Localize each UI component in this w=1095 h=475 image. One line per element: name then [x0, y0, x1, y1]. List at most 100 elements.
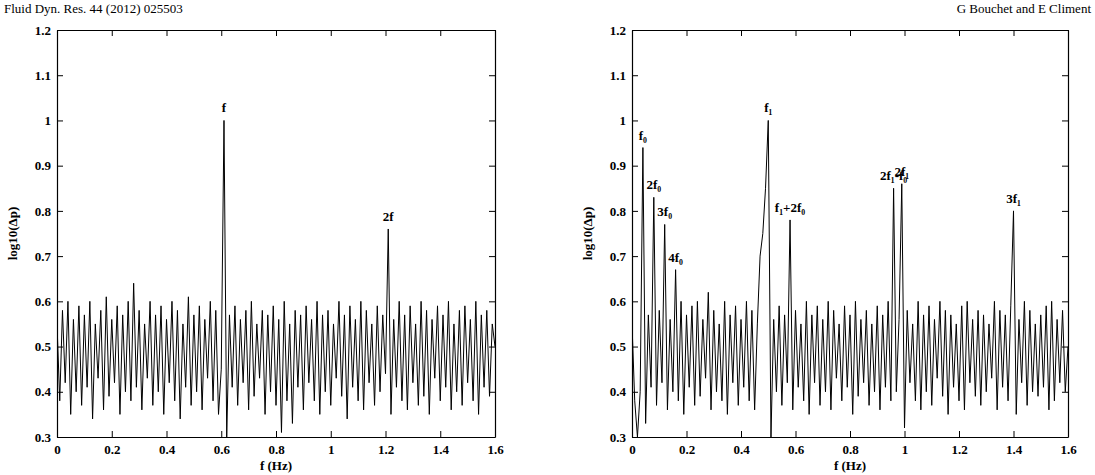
- tick: [489, 75, 495, 76]
- tick-mark: [632, 392, 638, 393]
- tick-mark: [1062, 301, 1068, 302]
- tick-mark: [57, 211, 63, 212]
- tick: [1062, 120, 1068, 121]
- tick: [489, 347, 495, 348]
- tick: 0.8: [842, 431, 859, 457]
- tick-mark: [489, 30, 495, 31]
- tick-mark: [112, 30, 113, 36]
- tick-mark: [687, 30, 688, 36]
- tick-mark: [489, 211, 495, 212]
- tick: 1: [902, 431, 909, 457]
- tick: 0.2: [679, 431, 695, 457]
- tick: 1: [45, 113, 64, 128]
- tick: [221, 30, 222, 36]
- peak-annotation: 2f: [383, 209, 395, 224]
- tick: 0.8: [610, 204, 638, 219]
- tick-mark: [632, 120, 638, 121]
- tick-mark: [276, 30, 277, 36]
- tick-mark: [57, 437, 63, 438]
- tick: [489, 211, 495, 212]
- tick-mark: [1062, 256, 1068, 257]
- tick-label: 1.2: [951, 442, 967, 457]
- tick: [489, 301, 495, 302]
- tick: 0.2: [104, 431, 120, 457]
- tick: 1: [328, 431, 335, 457]
- tick: [1062, 347, 1068, 348]
- tick-label: 0.7: [610, 249, 627, 264]
- tick-label: 0: [629, 442, 636, 457]
- tick-label: 0.4: [610, 384, 627, 399]
- tick-mark: [276, 431, 277, 437]
- tick: [796, 30, 797, 36]
- tick: 0.6: [788, 431, 805, 457]
- tick-label: 0.3: [610, 430, 627, 445]
- axis-line: [633, 437, 1069, 438]
- tick-mark: [386, 30, 387, 36]
- tick-mark: [386, 431, 387, 437]
- tick-label: 1.4: [1006, 442, 1023, 457]
- peak-annotation: f: [222, 100, 227, 115]
- tick-mark: [632, 211, 638, 212]
- tick-mark: [632, 256, 638, 257]
- tick: 0.7: [610, 249, 638, 264]
- tick-mark: [57, 347, 63, 348]
- tick-label: 0.8: [268, 442, 285, 457]
- tick-label: 0: [54, 442, 61, 457]
- tick: 1.4: [1006, 431, 1023, 457]
- tick: [386, 30, 387, 36]
- peak-annotation: 4f₀: [668, 250, 683, 265]
- tick-label: 1.2: [35, 23, 51, 38]
- tick-mark: [1062, 30, 1068, 31]
- tick: 1.2: [951, 431, 967, 457]
- x-axis: 00.20.40.60.811.21.41.6: [629, 431, 1077, 457]
- tick-mark: [331, 30, 332, 36]
- tick-label: 0.8: [842, 442, 859, 457]
- tick-label: 0.6: [788, 442, 805, 457]
- tick: [959, 30, 960, 36]
- axis-line: [632, 31, 633, 438]
- y-axis: 0.30.40.50.60.70.80.911.11.2: [35, 23, 63, 445]
- tick-mark: [632, 75, 638, 76]
- tick-mark: [632, 301, 638, 302]
- spectrum-line: [57, 120, 495, 437]
- tick-mark: [57, 30, 63, 31]
- tick-mark: [489, 392, 495, 393]
- tick: [489, 30, 495, 31]
- y-right-axis: [1062, 31, 1069, 438]
- tick-mark: [57, 166, 63, 167]
- tick: [489, 120, 495, 121]
- tick-label: 0.6: [214, 442, 231, 457]
- tick: [1062, 392, 1068, 393]
- tick: 0.8: [35, 204, 63, 219]
- tick: 0.4: [159, 431, 176, 457]
- tick-mark: [57, 301, 63, 302]
- tick-mark: [632, 30, 638, 31]
- tick: [489, 437, 495, 438]
- tick-mark: [632, 347, 638, 348]
- tick-label: 0.8: [35, 204, 52, 219]
- tick-mark: [1062, 392, 1068, 393]
- tick-mark: [632, 437, 638, 438]
- y-axis-title: log10(Δp): [5, 207, 20, 261]
- tick: 1.1: [35, 68, 63, 83]
- tick-mark: [1062, 166, 1068, 167]
- tick: [489, 256, 495, 257]
- tick-label: 0.4: [733, 442, 750, 457]
- figure: Fluid Dyn. Res. 44 (2012) 025503G Bouche…: [0, 0, 1095, 475]
- axis-line: [58, 437, 496, 438]
- tick: 0.7: [35, 249, 63, 264]
- tick-mark: [489, 166, 495, 167]
- tick: [687, 30, 688, 36]
- tick: 1.1: [610, 68, 638, 83]
- axis-line: [1068, 31, 1069, 438]
- tick-mark: [489, 437, 495, 438]
- tick-mark: [57, 120, 63, 121]
- tick-mark: [221, 431, 222, 437]
- tick-label: 0.4: [35, 384, 52, 399]
- y-axis-title: log10(Δp): [580, 207, 595, 261]
- tick-mark: [1062, 347, 1068, 348]
- tick-label: 0.5: [610, 339, 627, 354]
- tick-label: 0.6: [35, 294, 52, 309]
- tick: 1.4: [433, 431, 450, 457]
- tick: 0.4: [733, 431, 750, 457]
